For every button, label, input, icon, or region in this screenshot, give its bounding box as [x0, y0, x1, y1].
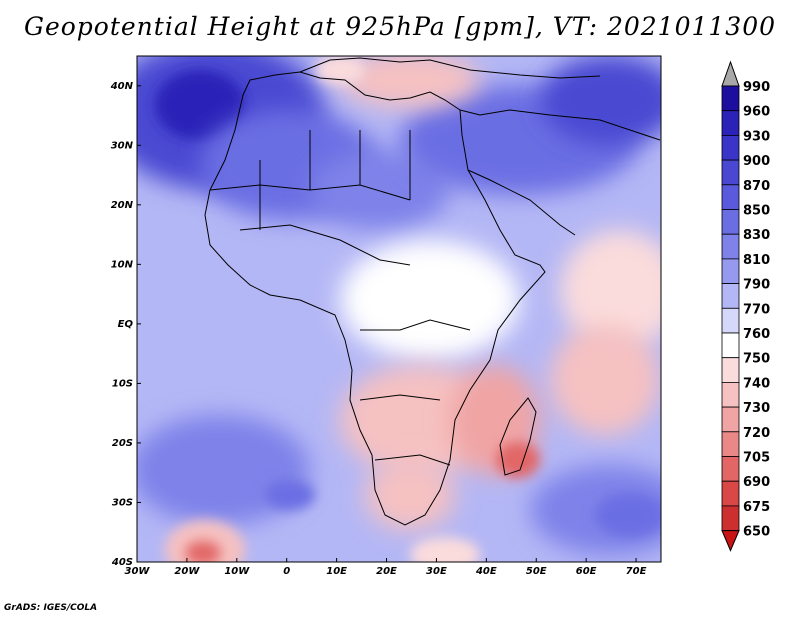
latitude-label: 10S: [112, 378, 133, 389]
footer-credit: GrADS: IGES/COLA: [4, 603, 98, 613]
colorbar-level-label: 650: [743, 525, 770, 540]
colorbar-swatch: [721, 134, 740, 161]
colorbar-level-label: 720: [743, 426, 770, 441]
colorbar-swatch: [721, 431, 740, 457]
latitude-label: 40N: [110, 81, 134, 92]
colorbar-swatch: [721, 85, 740, 112]
longitude-label: 40E: [475, 566, 497, 577]
latitude-label: 30S: [112, 497, 133, 508]
colorbar-level-label: 960: [743, 105, 770, 120]
colorbar-level-label: 870: [743, 179, 770, 194]
colorbar-swatch: [721, 332, 740, 359]
plot-frame: [136, 55, 662, 563]
colorbar-swatch: [721, 233, 740, 260]
colorbar-swatch: [721, 456, 740, 482]
colorbar-level-label: 930: [743, 129, 770, 144]
colorbar-swatch: [721, 209, 740, 235]
coastlines: [204, 57, 661, 526]
height-field: [137, 56, 661, 562]
colorbar-top-arrow: [721, 60, 740, 87]
colorbar-swatch: [721, 307, 740, 334]
colorbar-bottom-arrow: [721, 530, 740, 552]
latitude-label: 30N: [111, 140, 134, 151]
colorbar-level-label: 760: [743, 327, 770, 342]
latitude-label: EQ: [118, 319, 134, 330]
colorbar-swatch: [721, 406, 740, 433]
longitude-label: 60E: [576, 566, 597, 577]
longitude-label: 10W: [224, 566, 250, 577]
colorbar-level-label: 690: [743, 475, 770, 490]
longitude-labels: 30W 20W 10W 0 10E 20E 30E 40E 50E 60E 70E: [125, 558, 647, 577]
colorbar-level-label: 900: [743, 154, 770, 169]
colorbar-level-label: 810: [743, 253, 770, 268]
colorbar-level-label: 990: [743, 80, 770, 95]
colorbar-swatch: [721, 283, 740, 309]
longitude-label: 30W: [125, 566, 151, 577]
colorbar-level-label: 850: [743, 204, 770, 219]
colorbar-level-label: 750: [743, 352, 770, 367]
latitude-label: 10N: [111, 259, 134, 270]
longitude-label: 10E: [326, 566, 347, 577]
latitude-label: 20S: [112, 438, 133, 449]
longitude-label: 20E: [376, 566, 397, 577]
colorbar-level-label: 770: [743, 302, 770, 317]
colorbar-level-label: 730: [743, 401, 770, 416]
colorbar-level-label: 705: [743, 451, 770, 466]
latitude-label: 20N: [111, 200, 134, 211]
colorbar-level-label: 740: [743, 376, 770, 391]
colorbar-swatch: [721, 505, 740, 531]
colorbar-swatch: [721, 381, 740, 408]
colorbar-swatch: [721, 480, 740, 507]
longitude-label: 20W: [174, 566, 200, 577]
longitude-label: 0: [283, 566, 290, 577]
colorbar-swatch: [721, 110, 740, 136]
longitude-label: 30E: [426, 566, 447, 577]
colorbar-swatch: [721, 159, 740, 186]
colorbar-swatch: [721, 258, 740, 284]
colorbar-level-label: 790: [743, 278, 770, 293]
colorbar-swatch: [721, 184, 740, 210]
colorbar-level-label: 675: [743, 500, 770, 515]
longitude-label: 70E: [626, 566, 647, 577]
latitude-labels: 40N 30N 20N 10N EQ 10S 20S 30S 40S: [110, 81, 141, 568]
latitude-label: 40S: [111, 557, 133, 568]
colorbar-swatch: [721, 357, 740, 383]
longitude-label: 50E: [526, 566, 547, 577]
colorbar-level-label: 830: [743, 228, 770, 243]
map-title: Geopotential Height at 925hPa [gpm], VT:…: [23, 12, 777, 41]
